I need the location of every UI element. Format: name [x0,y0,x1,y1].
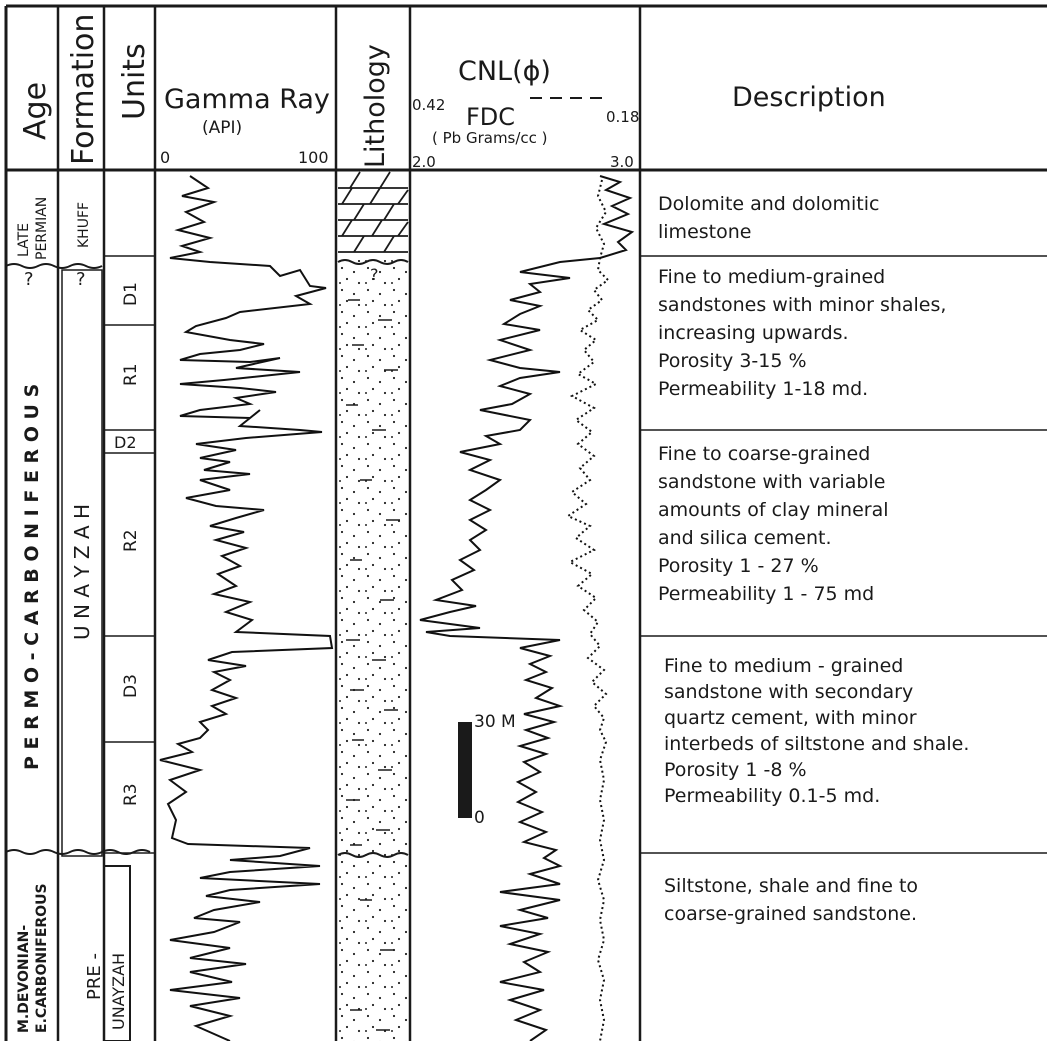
age-devonian-2: E.CARBONIFEROUS [34,883,50,1033]
desc-lower-unayzah-2: sandstone with secondary [664,681,913,703]
header-row: Age Formation Units Gamma Ray (API) 0 10… [18,14,886,171]
lithology-header: Lithology [360,44,391,168]
formation-question-mark: ? [76,269,86,290]
formation-pre-unayzah-1: PRE - [84,953,105,1000]
unit-d2: D2 [114,433,137,452]
age-column: LATE PERMIAN ? P E R M O - C A R B O N I… [16,197,50,1033]
unit-d1: D1 [121,282,141,306]
desc-pre-unayzah-1: Siltstone, shale and fine to [664,875,918,897]
desc-middle-unayzah-5: Porosity 1 - 27 % [658,555,819,577]
description-header: Description [732,82,886,113]
formation-column: KHUFF ? U N A Y Z A H PRE - UNAYZAH [62,202,130,1041]
desc-lower-unayzah-3: quartz cement, with minor [664,707,917,729]
desc-khuff-2: limestone [658,221,751,243]
unit-r2: R2 [121,529,141,552]
age-permo-carboniferous: P E R M O - C A R B O N I F E R O U S [21,384,43,770]
desc-upper-unayzah-4: Porosity 3-15 % [658,350,807,372]
fdc-right-label: 3.0 [610,153,634,171]
units-column: D1 R1 D2 R2 D3 R3 [104,282,155,853]
desc-lower-unayzah-1: Fine to medium - grained [664,655,903,677]
scale-bar: 30 M 0 [458,712,516,828]
description-column: Dolomite and dolomitic limestone Fine to… [658,193,969,925]
lithology-question-mark: ? [370,265,379,284]
desc-middle-unayzah-2: sandstone with variable [658,471,885,493]
desc-upper-unayzah-5: Permeability 1-18 md. [658,378,868,400]
cnl-curve [568,180,608,1041]
cnl-left-label: 0.42 [412,96,445,114]
gamma-max-label: 100 [298,148,329,167]
desc-middle-unayzah-6: Permeability 1 - 75 md [658,583,874,605]
age-late-permian-2: PERMIAN [34,197,50,260]
age-late-permian-1: LATE [16,223,32,257]
age-question-mark: ? [24,269,34,290]
desc-upper-unayzah-2: sandstones with minor shales, [658,294,946,316]
sandstone-block [338,260,408,1041]
cnl-right-label: 0.18 [606,108,639,126]
gamma-ray-unit: (API) [202,118,242,138]
unit-r1: R1 [121,363,141,386]
scale-bar-top-label: 30 M [474,712,516,732]
desc-middle-unayzah-1: Fine to coarse-grained [658,443,870,465]
formation-unayzah: U N A Y Z A H [70,504,94,640]
unit-d3: D3 [121,674,141,698]
scale-bar-block [458,722,472,818]
age-devonian-1: M.DEVONIAN- [16,925,32,1033]
formation-pre-unayzah-2: UNAYZAH [109,953,128,1030]
lithology-column: ? [338,172,408,1041]
desc-lower-unayzah-5: Porosity 1 -8 % [664,759,807,781]
fdc-left-label: 2.0 [412,153,436,171]
desc-middle-unayzah-3: amounts of clay mineral [658,499,889,521]
scale-bar-bottom-label: 0 [474,808,485,828]
fdc-curve [420,176,632,1041]
fdc-unit: ( Pb Grams/cc ) [432,129,548,147]
desc-pre-unayzah-2: coarse-grained sandstone. [664,903,917,925]
desc-lower-unayzah-4: interbeds of siltstone and shale. [664,733,969,755]
gamma-ray-header: Gamma Ray [164,84,330,115]
age-header: Age [18,82,53,140]
cnl-header: CNL(ϕ) [458,56,551,87]
formation-khuff: KHUFF [76,202,92,248]
unit-r3: R3 [121,783,141,806]
desc-upper-unayzah-1: Fine to medium-grained [658,266,885,288]
desc-middle-unayzah-4: and silica cement. [658,527,832,549]
formation-header: Formation [66,14,101,165]
dolomite-block [338,172,408,256]
desc-khuff-1: Dolomite and dolomitic [658,193,879,215]
desc-lower-unayzah-6: Permeability 0.1-5 md. [664,785,880,807]
gamma-min-label: 0 [160,148,170,167]
desc-upper-unayzah-3: increasing upwards. [658,322,849,344]
gamma-ray-curve [160,176,332,1041]
fdc-header: FDC [466,103,515,131]
units-header: Units [117,43,152,120]
